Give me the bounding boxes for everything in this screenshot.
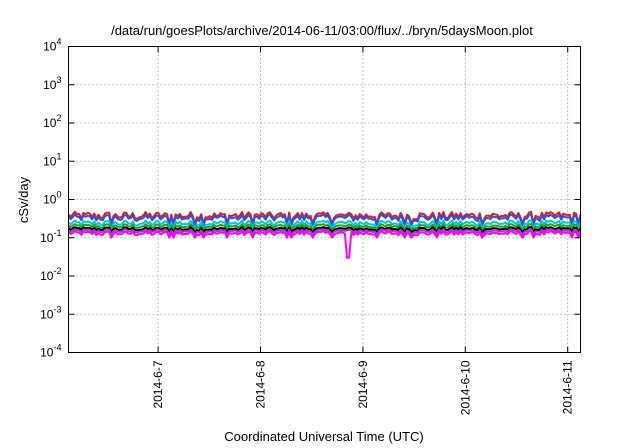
series-line bbox=[67, 213, 582, 227]
series-line bbox=[67, 219, 582, 230]
y-tick-label: 10-1 bbox=[40, 228, 61, 245]
series-line bbox=[67, 230, 582, 259]
y-tick-label: 102 bbox=[43, 113, 61, 130]
x-tick-label: 2014-6-10 bbox=[458, 360, 472, 415]
y-tick-label: 103 bbox=[43, 75, 61, 92]
y-tick-label: 101 bbox=[43, 151, 61, 168]
series-line bbox=[67, 226, 582, 234]
x-tick-label: 2014-6-7 bbox=[151, 360, 165, 408]
grid bbox=[68, 46, 581, 353]
x-tick-label: 2014-6-11 bbox=[561, 360, 575, 414]
y-axis-label: cSv/day bbox=[16, 176, 31, 223]
y-tick-label: 100 bbox=[43, 190, 61, 207]
x-axis: 2014-6-7 2014-6-8 2014-6-9 2014-6-10 2014-6-… bbox=[151, 46, 575, 415]
chart-title: /data/run/goesPlots/archive/2014-06-11/0… bbox=[111, 23, 533, 38]
y-tick-label: 10-4 bbox=[40, 343, 61, 360]
y-axis: 10-4 10-3 10-2 10-1 100 101 102 103 104 bbox=[40, 37, 581, 360]
y-tick-label: 10-3 bbox=[40, 304, 61, 321]
series-layer bbox=[67, 210, 582, 259]
x-tick-label: 2014-6-8 bbox=[254, 360, 268, 408]
series-line bbox=[67, 228, 582, 236]
x-tick-label: 2014-6-9 bbox=[356, 360, 370, 408]
series-line bbox=[67, 223, 582, 232]
x-axis-label: Coordinated Universal Time (UTC) bbox=[224, 429, 423, 444]
y-tick-label: 104 bbox=[43, 37, 61, 54]
y-tick-label: 10-2 bbox=[40, 266, 61, 283]
series-line bbox=[67, 210, 582, 225]
